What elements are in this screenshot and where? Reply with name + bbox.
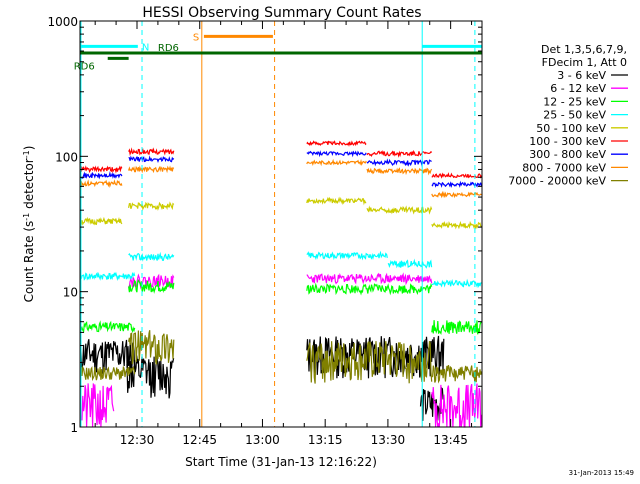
x-tick-label-5: 13:30 [371,433,406,447]
x-axis: 12:30 12:45 13:00 13:15 13:30 13:45 [94,21,473,447]
series-3-segment-1 [79,320,136,334]
series-5-segment-2 [128,201,175,211]
series-9-segment-4 [431,364,483,384]
marker-layer: N S RD6 RD6 [74,21,482,427]
series-3-segment-3 [306,282,433,296]
marker-label-4: RD6 [158,43,179,54]
series-8-segment-3 [306,158,367,167]
legend-entry-5: 50 - 100 keV [536,122,606,135]
series-3 [79,279,482,336]
x-tick-label-6: 13:45 [433,433,468,447]
series-1-segment-1 [79,339,136,375]
series-6-segment-2 [128,147,175,157]
marker-label-1: N [142,42,149,53]
x-tick-label-3: 13:00 [245,433,280,447]
y-axis-label: Count Rate (s-1 detector-1) [22,146,36,303]
series-4 [79,250,482,289]
legend-header-line-1: Det 1,3,5,6,7,9, [541,43,627,56]
legend-entry-3: 12 - 25 keV [543,95,606,108]
series-6-segment-1 [79,165,123,174]
y-tick-label-4: 1000 [47,15,78,29]
legend-entry-2: 6 - 12 keV [550,82,606,95]
series-5-segment-1 [79,216,123,226]
series-1-segment-2 [126,355,175,399]
series-8-segment-4 [366,167,433,176]
series-2-segment-3 [306,272,433,286]
series-3-segment-2 [128,279,175,294]
x-tick-label-4: 13:15 [308,433,343,447]
series-5-segment-5 [431,220,482,230]
legend-entry-6: 100 - 300 keV [529,135,606,148]
series-6-segment-5 [431,172,483,179]
series-9-segment-1 [79,365,136,382]
legend-entry-4: 25 - 50 keV [543,109,606,122]
legend-header-line-2: FDecim 1, Att 0 [542,56,627,69]
plot-frame [79,20,483,428]
x-axis-label: Start Time (31-Jan-13 12:16:22) [185,455,377,469]
series-9 [79,330,483,384]
marker-label-3: S [193,32,199,43]
series-6-segment-3 [306,140,367,147]
y-axis: 1 10 100 1000 [47,15,482,435]
series-2-segment-4 [431,383,483,428]
series-4-segment-4 [387,258,433,269]
y-tick-label-3: 100 [55,150,78,164]
series-8-segment-5 [431,190,482,199]
y-tick-label-2: 10 [63,286,78,300]
series-4-segment-2 [128,251,175,262]
series-6-segment-4 [366,149,433,158]
series-6 [79,140,483,179]
series-4-segment-3 [306,250,388,261]
chart-title: HESSI Observing Summary Count Rates [142,5,421,21]
series-7-segment-5 [431,180,483,189]
series-5-segment-4 [366,205,433,215]
series-2-segment-1 [80,383,115,428]
series-7-segment-1 [80,171,123,180]
series-5 [79,196,482,230]
legend-entry-7: 300 - 800 keV [529,148,606,161]
legend-entry-1: 3 - 6 keV [557,69,606,82]
series-8-segment-1 [79,179,123,188]
series-4-segment-1 [79,271,136,282]
marker-label-5: RD6 [74,61,95,72]
series-7 [80,150,483,189]
series-9-segment-3 [306,341,433,384]
y-tick-label-1: 1 [70,421,78,435]
series-5-segment-3 [306,196,367,206]
series-8-segment-2 [128,165,175,174]
series-9-segment-2 [128,330,175,365]
series-7-segment-4 [366,158,432,168]
series-7-segment-3 [306,150,367,158]
series-4-segment-5 [431,278,482,289]
series-3-segment-4 [431,320,482,336]
series-7-segment-2 [128,155,175,163]
x-tick-label-1: 12:30 [120,433,155,447]
series-8 [79,158,482,199]
legend-entry-8: 800 - 7000 keV [522,161,606,174]
x-tick-label-2: 12:45 [182,433,217,447]
footer-timestamp: 31-Jan-2013 15:49 [569,469,634,477]
legend-entry-9: 7000 - 20000 keV [508,175,606,188]
series-layer [79,140,483,428]
series-1-segment-3 [306,335,445,379]
